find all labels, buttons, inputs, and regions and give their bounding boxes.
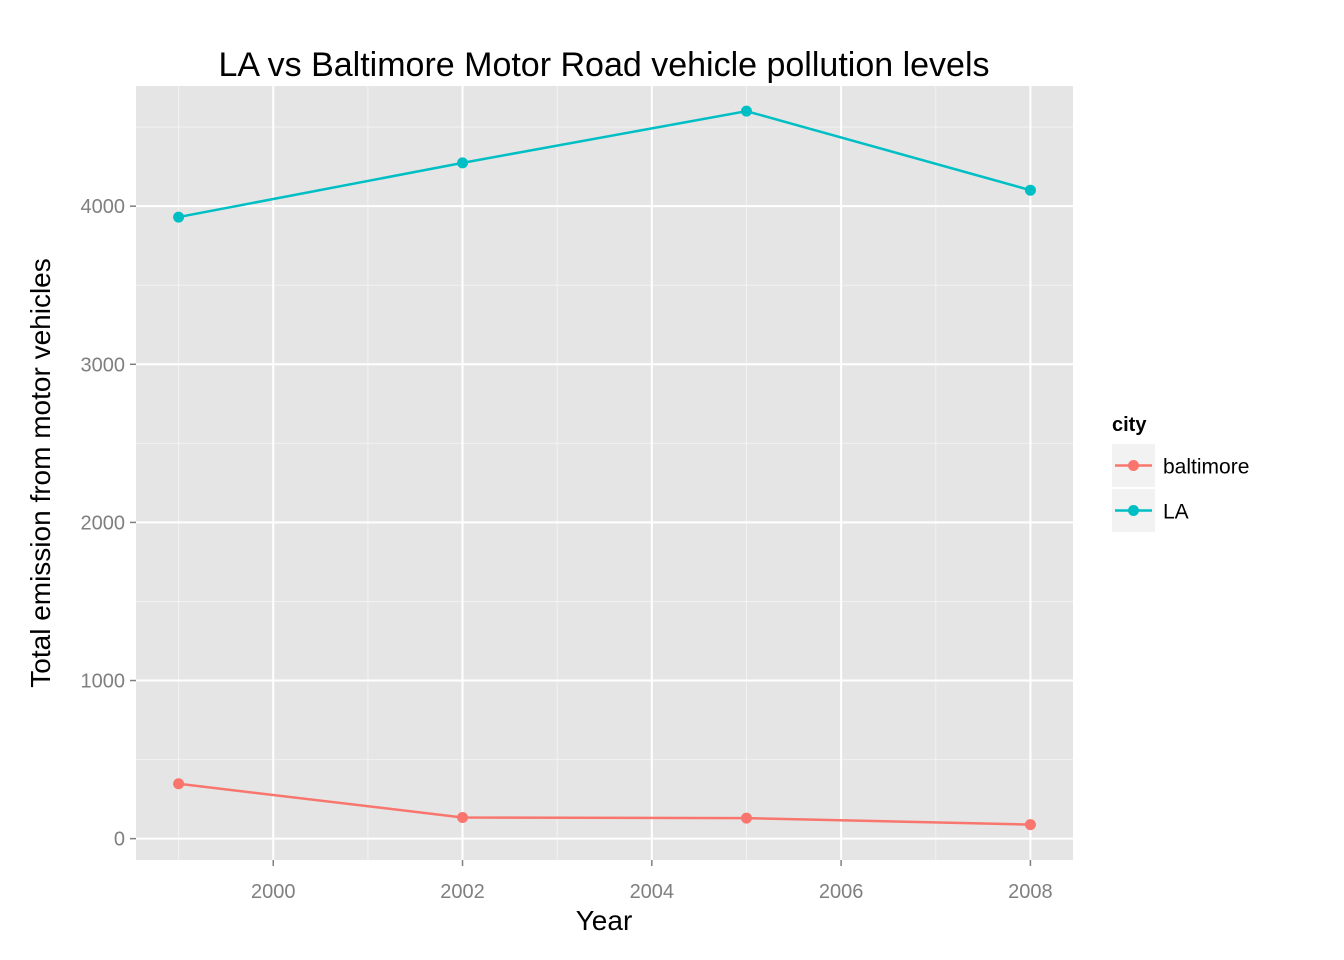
- x-axis-title: Year: [576, 905, 633, 936]
- legend-title: city: [1112, 414, 1147, 436]
- x-tick-label: 2006: [819, 881, 864, 903]
- x-axis: 2000 2002 2004 2006 2008: [251, 860, 1053, 903]
- y-tick-label: 3000: [81, 354, 126, 376]
- data-point-baltimore: [740, 812, 752, 824]
- data-point-la: [173, 211, 185, 223]
- data-point-la: [740, 105, 752, 117]
- x-tick-label: 2004: [630, 881, 675, 903]
- x-tick-label: 2000: [251, 881, 296, 903]
- legend-key-point: [1128, 460, 1139, 471]
- y-tick-label: 2000: [81, 512, 126, 534]
- y-tick-label: 0: [114, 829, 125, 851]
- x-tick-label: 2008: [1008, 881, 1053, 903]
- data-point-baltimore: [173, 778, 185, 790]
- legend-items: baltimore LA: [1112, 444, 1249, 532]
- series-line-la: [178, 109, 1031, 219]
- data-point-baltimore: [457, 811, 469, 823]
- series-line-baltimore: [178, 782, 1031, 826]
- legend-key-point: [1128, 505, 1139, 516]
- y-tick-label: 4000: [81, 196, 126, 218]
- x-tick-label: 2002: [440, 881, 485, 903]
- y-axis: 0 1000 2000 3000 4000: [81, 196, 136, 851]
- plot-panel: [136, 86, 1073, 860]
- data-point-la: [457, 157, 469, 169]
- y-tick-label: 1000: [81, 671, 126, 693]
- y-axis-title: Total emission from motor vehicles: [25, 258, 56, 687]
- chart-title: LA vs Baltimore Motor Road vehicle pollu…: [218, 46, 989, 84]
- data-point-baltimore: [1024, 819, 1036, 831]
- data-point-la: [1024, 184, 1036, 196]
- legend: city baltimore LA: [1112, 414, 1249, 532]
- legend-label-la: LA: [1163, 501, 1189, 524]
- grid-minor: [136, 86, 1073, 860]
- grid-major: [136, 86, 1073, 860]
- series-layer: [173, 105, 1036, 831]
- legend-label-baltimore: baltimore: [1163, 456, 1249, 479]
